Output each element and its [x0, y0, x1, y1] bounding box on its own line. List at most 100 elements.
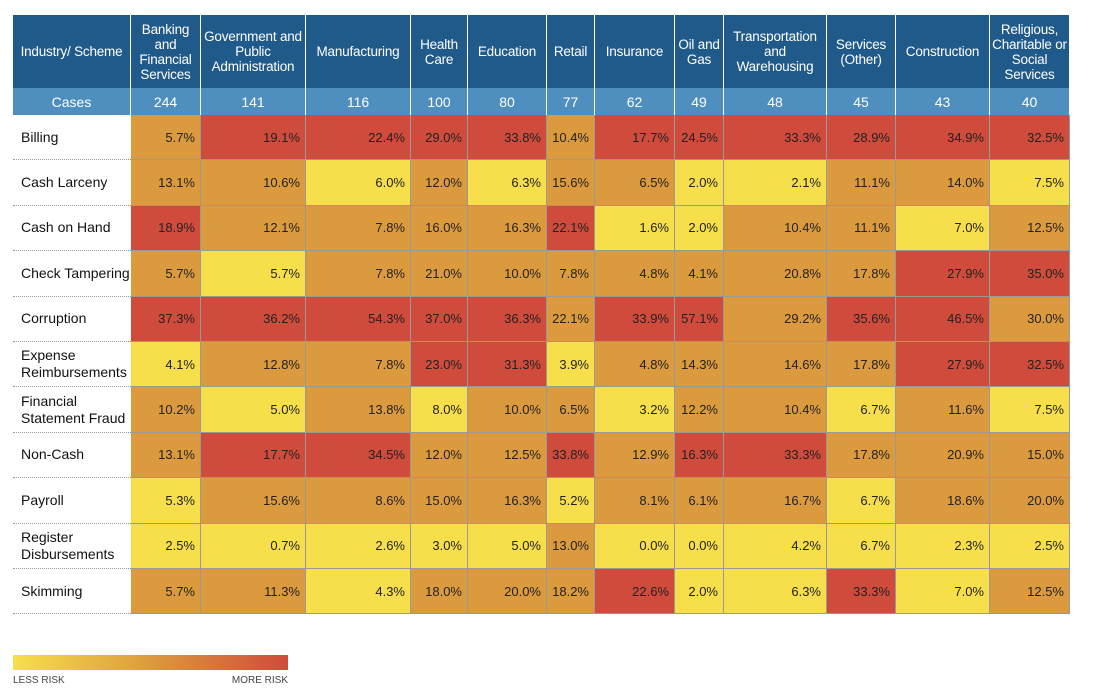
heat-cell: 6.7% — [827, 478, 896, 524]
heat-cell: 36.2% — [201, 296, 306, 342]
heat-cell: 15.6% — [547, 160, 595, 206]
heat-cell: 11.3% — [201, 569, 306, 615]
heat-cell: 36.3% — [468, 296, 547, 342]
heat-cell: 2.5% — [990, 523, 1070, 569]
heat-cell: 17.8% — [827, 432, 896, 479]
heat-cell: 18.0% — [411, 569, 468, 615]
heat-cell: 5.0% — [201, 387, 306, 433]
column-header: Manufacturing — [306, 15, 411, 88]
heat-cell: 10.4% — [724, 387, 827, 433]
heat-cell: 33.8% — [468, 115, 547, 161]
cases-count: 62 — [595, 88, 675, 115]
heat-cell: 22.1% — [547, 205, 595, 252]
heat-cell: 1.6% — [595, 205, 675, 252]
row-label: Check Tampering — [13, 251, 131, 297]
heat-cell: 18.9% — [131, 205, 201, 252]
heat-cell: 16.3% — [675, 432, 724, 479]
heat-cell: 0.0% — [675, 523, 724, 569]
cases-count: 40 — [990, 88, 1070, 115]
heat-cell: 10.0% — [468, 251, 547, 297]
heat-cell: 34.9% — [896, 115, 990, 161]
heat-cell: 15.6% — [201, 478, 306, 524]
heat-cell: 10.6% — [201, 160, 306, 206]
heat-cell: 16.3% — [468, 205, 547, 252]
heat-cell: 12.5% — [990, 205, 1070, 252]
heat-cell: 15.0% — [411, 478, 468, 524]
heat-cell: 29.0% — [411, 115, 468, 161]
heat-cell: 3.0% — [411, 523, 468, 569]
heat-cell: 10.4% — [724, 205, 827, 252]
heat-cell: 5.7% — [201, 251, 306, 297]
heat-cell: 6.7% — [827, 523, 896, 569]
heat-cell: 33.3% — [827, 569, 896, 615]
heat-cell: 21.0% — [411, 251, 468, 297]
heat-cell: 7.8% — [306, 251, 411, 297]
heat-cell: 4.1% — [675, 251, 724, 297]
heat-cell: 13.1% — [131, 160, 201, 206]
heat-cell: 22.6% — [595, 569, 675, 615]
row-label: Payroll — [13, 478, 131, 524]
row-label: Billing — [13, 115, 131, 161]
heat-cell: 28.9% — [827, 115, 896, 161]
heat-cell: 31.3% — [468, 342, 547, 388]
heat-cell: 11.1% — [827, 160, 896, 206]
heat-cell: 5.0% — [468, 523, 547, 569]
heat-cell: 2.1% — [724, 160, 827, 206]
heat-cell: 4.8% — [595, 342, 675, 388]
heat-cell: 2.0% — [675, 205, 724, 252]
column-header: Education — [468, 15, 547, 88]
heat-cell: 5.3% — [131, 478, 201, 524]
heat-cell: 7.0% — [896, 569, 990, 615]
heat-cell: 22.1% — [547, 296, 595, 342]
heat-cell: 20.0% — [468, 569, 547, 615]
heat-cell: 30.0% — [990, 296, 1070, 342]
heat-cell: 13.1% — [131, 432, 201, 479]
heat-cell: 12.5% — [990, 569, 1070, 615]
heat-cell: 17.8% — [827, 342, 896, 388]
heat-cell: 12.1% — [201, 205, 306, 252]
heat-cell: 4.1% — [131, 342, 201, 388]
heat-cell: 12.0% — [411, 160, 468, 206]
heat-cell: 13.0% — [547, 523, 595, 569]
cases-count: 49 — [675, 88, 724, 115]
corner-header: Industry/ Scheme — [13, 15, 131, 88]
heat-cell: 12.9% — [595, 432, 675, 479]
heat-cell: 2.5% — [131, 523, 201, 569]
heat-cell: 14.6% — [724, 342, 827, 388]
row-label: Corruption — [13, 297, 131, 342]
cases-count: 45 — [827, 88, 896, 115]
heat-cell: 34.5% — [306, 432, 411, 479]
heat-cell: 4.3% — [306, 569, 411, 615]
column-header: Religious, Charitable or Social Services — [990, 15, 1070, 88]
heat-cell: 33.3% — [724, 115, 827, 161]
cases-count: 116 — [306, 88, 411, 115]
heat-cell: 11.1% — [827, 205, 896, 252]
heat-cell: 7.0% — [896, 205, 990, 252]
heat-cell: 10.2% — [131, 387, 201, 433]
cases-label: Cases — [13, 88, 131, 115]
cases-count: 77 — [547, 88, 595, 115]
heat-cell: 3.9% — [547, 342, 595, 388]
column-header: Construction — [896, 15, 990, 88]
heat-cell: 46.5% — [896, 296, 990, 342]
heat-cell: 7.8% — [547, 251, 595, 297]
heat-cell: 7.5% — [990, 387, 1070, 433]
heat-cell: 29.2% — [724, 296, 827, 342]
heat-cell: 27.9% — [896, 251, 990, 297]
heat-cell: 22.4% — [306, 115, 411, 161]
column-header: Services (Other) — [827, 15, 896, 88]
column-header: Insurance — [595, 15, 675, 88]
heat-cell: 8.1% — [595, 478, 675, 524]
heat-cell: 17.7% — [595, 115, 675, 161]
heat-cell: 5.2% — [547, 478, 595, 524]
row-label: Expense Reimbursements — [13, 342, 131, 388]
heat-cell: 16.3% — [468, 478, 547, 524]
heat-cell: 35.0% — [990, 251, 1070, 297]
heat-cell: 16.7% — [724, 478, 827, 524]
heat-cell: 6.3% — [724, 569, 827, 615]
heat-cell: 5.7% — [131, 115, 201, 161]
heat-cell: 23.0% — [411, 342, 468, 388]
legend-less: LESS RISK — [13, 675, 65, 686]
heat-cell: 4.8% — [595, 251, 675, 297]
heat-cell: 17.7% — [201, 432, 306, 479]
